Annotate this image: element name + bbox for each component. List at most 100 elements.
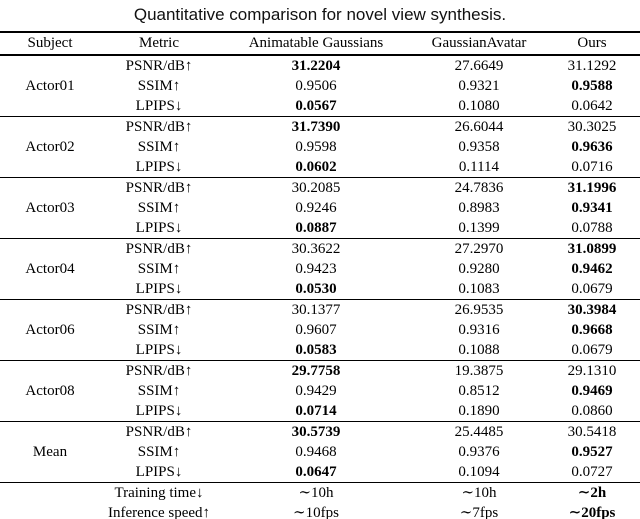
- value-cell: 0.0788: [571, 220, 613, 236]
- metric-label: LPIPS↓: [135, 403, 183, 419]
- footer-row: Training time↓ ∼10h ∼10h ∼2h: [0, 482, 640, 503]
- value-cell: 30.2085: [218, 177, 414, 198]
- value-cell: 0.9376: [458, 444, 500, 460]
- metric-label: LPIPS↓: [135, 220, 183, 236]
- table-row: Actor06 PSNR/dB↑ 30.1377 26.9535 30.3984: [0, 299, 640, 361]
- column-header-2: Animatable Gaussians: [248, 35, 384, 51]
- metric-label: SSIM↑: [137, 322, 181, 338]
- value-cell: 19.3875: [414, 360, 544, 381]
- value-cell: 0.9636: [571, 139, 613, 155]
- metric-label: PSNR/dB↑: [100, 177, 218, 198]
- value-cell: 24.7836: [414, 177, 544, 198]
- value-cell: 0.1114: [458, 159, 500, 175]
- value-cell: ∼7fps: [459, 505, 499, 519]
- value-cell: 27.2970: [414, 238, 544, 259]
- value-cell: 0.9423: [295, 261, 337, 277]
- value-cell: 27.6649: [414, 54, 544, 76]
- value-cell: 30.1377: [218, 299, 414, 320]
- value-cell: 0.9668: [571, 322, 613, 338]
- footer-spacer: [0, 503, 100, 519]
- value-cell: ∼10fps: [293, 505, 339, 519]
- column-header-1: Metric: [139, 35, 179, 51]
- value-cell: 30.3622: [218, 238, 414, 259]
- value-cell: 0.9607: [295, 322, 337, 338]
- table-row: SSIM↑ 0.9598 0.9358 0.9636: [0, 137, 640, 157]
- subject-label: Actor02: [0, 116, 100, 178]
- value-cell: 0.1890: [458, 403, 500, 419]
- value-cell: 0.9588: [571, 78, 613, 94]
- value-cell: 30.3984: [544, 299, 640, 320]
- value-cell: 0.9429: [295, 383, 337, 399]
- subject-label: Actor06: [0, 299, 100, 361]
- metric-label: LPIPS↓: [135, 159, 183, 175]
- value-cell: 0.0887: [295, 220, 337, 236]
- value-cell: 0.0860: [571, 403, 613, 419]
- value-cell: 0.9468: [295, 444, 337, 460]
- value-cell: 0.9469: [571, 383, 613, 399]
- metric-label: PSNR/dB↑: [100, 299, 218, 320]
- metric-label: PSNR/dB↑: [100, 238, 218, 259]
- value-cell: ∼2h: [544, 482, 640, 503]
- table-caption: Quantitative comparison for novel view s…: [133, 5, 507, 24]
- value-cell: 0.1399: [458, 220, 500, 236]
- value-cell: 0.0727: [571, 464, 613, 480]
- table-header: Subject Metric Animatable Gaussians Gaussia…: [0, 32, 640, 55]
- value-cell: 30.5739: [218, 421, 414, 442]
- table-row: Actor08 PSNR/dB↑ 29.7758 19.3875 29.1310: [0, 360, 640, 422]
- table-row: SSIM↑ 0.9423 0.9280 0.9462: [0, 259, 640, 279]
- value-cell: 0.9341: [571, 200, 613, 216]
- value-cell: 26.6044: [414, 116, 544, 137]
- value-cell: 30.5418: [544, 421, 640, 442]
- metric-label: SSIM↑: [137, 444, 181, 460]
- value-cell: 0.0679: [571, 342, 613, 358]
- value-cell: 25.4485: [414, 421, 544, 442]
- value-cell: 0.0583: [295, 342, 337, 358]
- subject-label: Actor04: [0, 238, 100, 300]
- value-cell: 31.2204: [218, 54, 414, 76]
- metric-label: SSIM↑: [137, 200, 181, 216]
- column-header-4: Ours: [577, 35, 607, 51]
- value-cell: 0.1094: [458, 464, 500, 480]
- value-cell: 0.1083: [458, 281, 500, 297]
- value-cell: 0.9246: [295, 200, 337, 216]
- value-cell: 0.9506: [295, 78, 337, 94]
- table-row: LPIPS↓ 0.0714 0.1890 0.0860: [0, 401, 640, 422]
- value-cell: 0.0567: [295, 98, 337, 114]
- value-cell: 31.0899: [544, 238, 640, 259]
- metric-label: PSNR/dB↑: [100, 421, 218, 442]
- comparison-table: Subject Metric Animatable Gaussians Gaussia…: [0, 31, 640, 519]
- value-cell: 0.9527: [571, 444, 613, 460]
- value-cell: 0.0714: [295, 403, 337, 419]
- footer-spacer: [0, 482, 100, 503]
- value-cell: 29.1310: [544, 360, 640, 381]
- value-cell: 0.9280: [458, 261, 500, 277]
- value-cell: 29.7758: [218, 360, 414, 381]
- table-row: SSIM↑ 0.9468 0.9376 0.9527: [0, 442, 640, 462]
- value-cell: 0.9462: [571, 261, 613, 277]
- value-cell: ∼10h: [218, 482, 414, 503]
- metric-label: SSIM↑: [137, 383, 181, 399]
- table-body: Actor01 PSNR/dB↑ 31.2204 27.6649 31.1292 SSIM…: [0, 54, 640, 483]
- metric-label: SSIM↑: [137, 139, 181, 155]
- footer-row: Inference speed↑ ∼10fps ∼7fps ∼20fps: [0, 503, 640, 519]
- value-cell: ∼10h: [414, 482, 544, 503]
- table-row: SSIM↑ 0.9246 0.8983 0.9341: [0, 198, 640, 218]
- table-row: Actor03 PSNR/dB↑ 30.2085 24.7836 31.1996: [0, 177, 640, 239]
- value-cell: 0.8512: [458, 383, 500, 399]
- subject-label: Actor08: [0, 360, 100, 422]
- column-header-3: GaussianAvatar: [431, 35, 527, 51]
- value-cell: 0.0679: [571, 281, 613, 297]
- table-row: LPIPS↓ 0.0887 0.1399 0.0788: [0, 218, 640, 239]
- table-row: LPIPS↓ 0.0647 0.1094 0.0727: [0, 462, 640, 483]
- value-cell: 26.9535: [414, 299, 544, 320]
- value-cell: 0.0642: [571, 98, 613, 114]
- table-row: Actor04 PSNR/dB↑ 30.3622 27.2970 31.0899: [0, 238, 640, 300]
- header-row: Subject Metric Animatable Gaussians Gaussia…: [0, 32, 640, 55]
- subject-label: Actor03: [0, 177, 100, 239]
- subject-label: Mean: [0, 421, 100, 483]
- value-cell: 0.9321: [458, 78, 500, 94]
- table-row: LPIPS↓ 0.0567 0.1080 0.0642: [0, 96, 640, 117]
- value-cell: 0.0602: [295, 159, 337, 175]
- subject-label: Actor01: [0, 54, 100, 117]
